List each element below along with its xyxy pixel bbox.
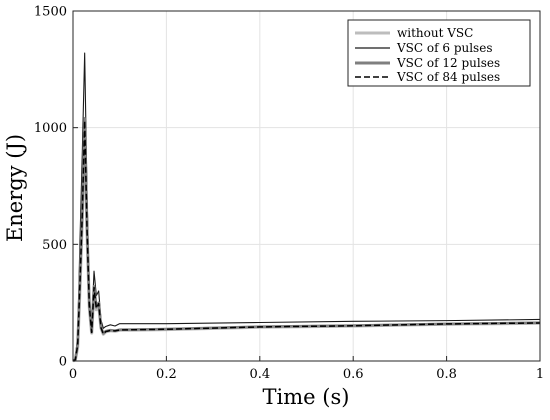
y-tick-label: 500	[42, 238, 67, 253]
y-axis-label: Energy (J)	[3, 134, 27, 242]
x-tick-label: 1	[536, 367, 544, 382]
axis-ticks: 0 0.2 0.4 0.6 0.8 1 0 500 1000 1500	[34, 5, 544, 383]
x-tick-label: 0	[69, 367, 77, 382]
y-tick-label: 0	[59, 355, 67, 370]
legend: without VSC VSC of 6 pulses VSC of 12 pu…	[347, 19, 531, 87]
x-tick-label: 0.8	[436, 367, 457, 382]
x-tick-label: 0.2	[156, 367, 177, 382]
series-vsc-12-pulses	[72, 117, 541, 363]
legend-label-vsc-6: VSC of 6 pulses	[396, 41, 492, 55]
x-tick-label: 0.4	[249, 367, 270, 382]
legend-label-vsc-12: VSC of 12 pulses	[396, 56, 500, 70]
series-vsc-84-pulses	[72, 119, 541, 362]
x-axis-label: Time (s)	[263, 385, 350, 409]
legend-label-vsc-84: VSC of 84 pulses	[396, 70, 500, 84]
x-tick-label: 0.6	[343, 367, 364, 382]
series-vsc-6-pulses	[72, 52, 541, 362]
y-tick-label: 1500	[34, 5, 67, 20]
plot-frame	[72, 10, 541, 362]
legend-label-without-vsc: without VSC	[397, 26, 473, 40]
y-tick-label: 1000	[34, 121, 67, 136]
legend-box	[347, 19, 531, 87]
series-lines	[72, 52, 541, 363]
